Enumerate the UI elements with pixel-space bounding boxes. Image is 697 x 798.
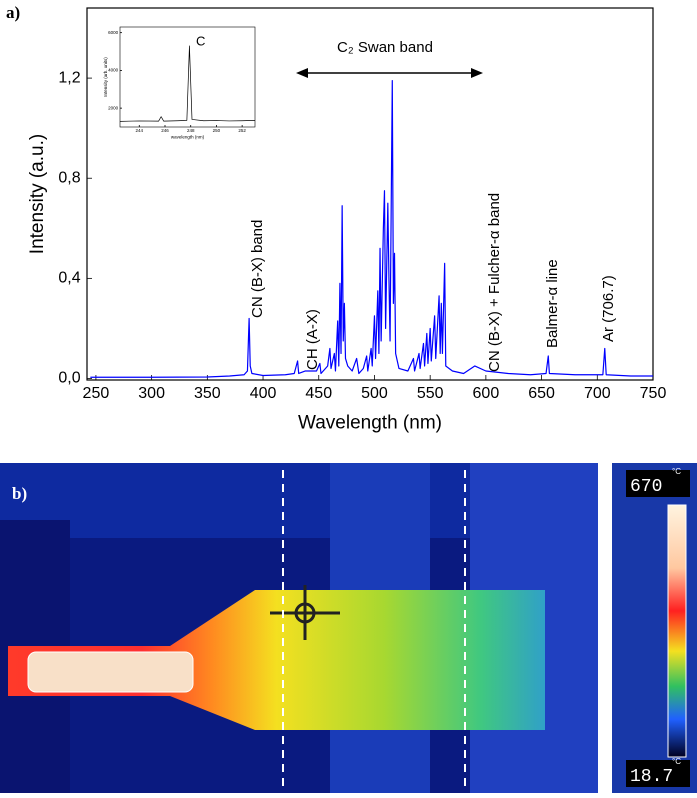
scale-min: 18.7: [630, 767, 673, 787]
y-tick-label: 0,0: [58, 370, 80, 387]
x-tick-label: 550: [417, 385, 444, 402]
spectrum-line: [119, 45, 256, 122]
x-axis-title: wavelength (nm): [171, 135, 205, 140]
spectrum-line: [90, 80, 653, 378]
scale-max: 670: [630, 477, 662, 497]
x-tick-label: 248: [187, 128, 195, 133]
annotation: C₂ Swan band: [337, 39, 433, 56]
panel-label: b): [12, 484, 27, 503]
x-tick-label: 400: [250, 385, 277, 402]
y-axis-title: Intensity (a.u.): [27, 134, 48, 254]
arrow-head: [296, 68, 308, 78]
annotation: Ar (706.7): [600, 275, 617, 342]
label-box: [626, 760, 690, 787]
x-tick-label: 252: [238, 128, 246, 133]
x-tick-label: 700: [584, 385, 611, 402]
colorbar: [667, 504, 687, 758]
x-tick-label: 246: [161, 128, 169, 133]
plot-frame: [119, 26, 256, 128]
y-tick-label: 2000: [108, 105, 119, 110]
x-tick-label: 350: [194, 385, 221, 402]
x-tick-label: 244: [136, 128, 144, 133]
unit: °C: [672, 467, 681, 476]
y-axis-title: Intensity (arb. units): [103, 57, 108, 97]
y-tick-label: 6000: [108, 30, 119, 35]
arrow-head: [471, 68, 483, 78]
label-box: [626, 470, 690, 497]
annotation: C: [196, 33, 205, 48]
annotation: CN (B-X) + Fulcher-α band: [486, 193, 503, 372]
unit: °C: [672, 757, 681, 766]
thermal-image: b) 670 °C 18.7 °C: [0, 463, 697, 793]
hot-rod: [8, 590, 545, 730]
crosshair: [270, 585, 340, 640]
x-tick-label: 250: [83, 385, 110, 402]
panel-label: a): [6, 3, 20, 22]
x-tick-label: 500: [361, 385, 388, 402]
hot-core: [27, 651, 194, 693]
y-tick-label: 4000: [108, 68, 119, 73]
y-tick-label: 1,2: [58, 69, 80, 86]
y-tick-label: 0,4: [58, 270, 80, 287]
y-tick-label: 0,8: [58, 169, 80, 186]
x-tick-label: 300: [138, 385, 165, 402]
x-tick-label: 450: [305, 385, 332, 402]
plot-frame: [86, 7, 654, 381]
x-tick-label: 650: [528, 385, 555, 402]
x-tick-label: 250: [213, 128, 221, 133]
annotation: Balmer-α line: [544, 259, 561, 348]
x-axis-title: Wavelength (nm): [298, 413, 442, 434]
annotation: CN (B-X) band: [249, 220, 266, 318]
annotation: CH (A-X): [304, 309, 321, 370]
x-tick-label: 600: [473, 385, 500, 402]
x-tick-label: 750: [640, 385, 667, 402]
